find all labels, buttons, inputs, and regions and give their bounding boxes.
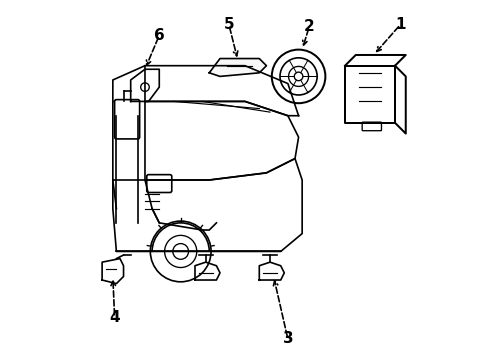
FancyBboxPatch shape	[147, 175, 172, 193]
Text: 6: 6	[154, 28, 165, 43]
FancyBboxPatch shape	[115, 100, 140, 139]
Text: 4: 4	[109, 310, 120, 325]
Text: 3: 3	[283, 332, 293, 346]
Text: 2: 2	[304, 19, 315, 34]
Text: 5: 5	[223, 17, 234, 32]
Text: 1: 1	[395, 17, 406, 32]
FancyBboxPatch shape	[362, 122, 381, 131]
Polygon shape	[209, 59, 267, 76]
